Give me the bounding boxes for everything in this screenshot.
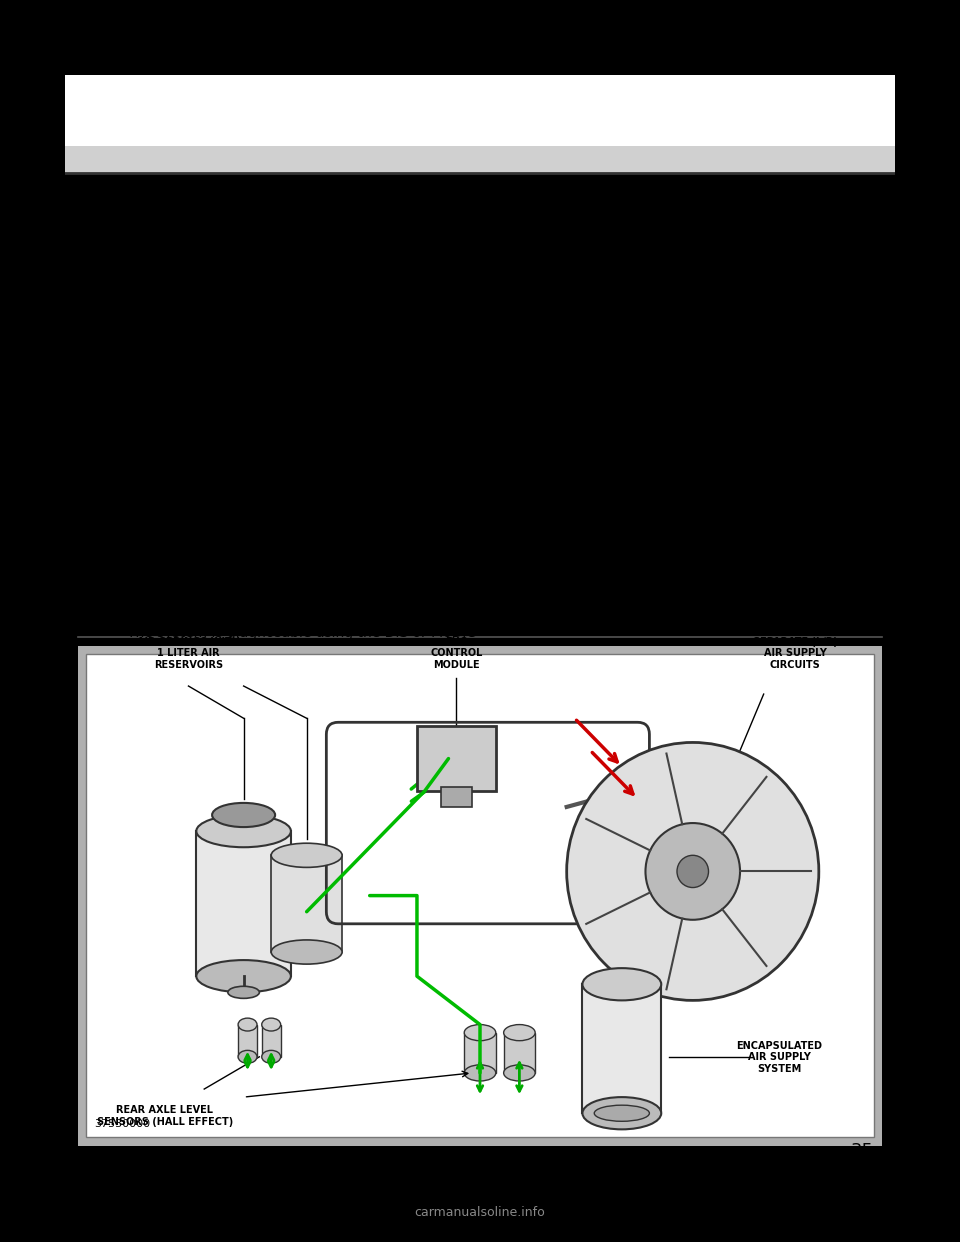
- Text: SEPARATE (L/R)
AIR SUPPLY
CIRCUITS: SEPARATE (L/R) AIR SUPPLY CIRCUITS: [753, 637, 837, 669]
- Ellipse shape: [465, 1025, 495, 1041]
- Text: REAR AXLE LEVEL
SENSORS (HALL EFFECT): REAR AXLE LEVEL SENSORS (HALL EFFECT): [97, 1105, 233, 1126]
- Text: Individual control of the rear wheels is possible: Individual control of the rear wheels is…: [128, 385, 455, 399]
- Text: •: •: [100, 505, 110, 523]
- Circle shape: [566, 743, 819, 1000]
- Text: system offers the following advantages:: system offers the following advantages:: [90, 266, 370, 279]
- Ellipse shape: [271, 843, 342, 867]
- Text: The system is diagnosable using the DIS or MoDiC: The system is diagnosable using the DIS …: [128, 626, 476, 641]
- Ellipse shape: [594, 1105, 649, 1122]
- Text: 37530000: 37530000: [94, 1119, 150, 1129]
- Ellipse shape: [212, 802, 276, 827]
- Bar: [417, 727, 495, 791]
- Bar: [504, 1032, 535, 1073]
- Ellipse shape: [262, 1051, 280, 1063]
- Text: AIR SPRINGS WITH
1 LITER AIR
RESERVOIRS: AIR SPRINGS WITH 1 LITER AIR RESERVOIRS: [137, 637, 240, 669]
- Bar: [583, 984, 661, 1113]
- Text: The air suspension system consists of the following components:: The air suspension system consists of th…: [90, 611, 650, 626]
- Text: Uneven road surfaces are identified and not compensated for: Uneven road surfaces are identified and …: [128, 505, 556, 519]
- Ellipse shape: [262, 1018, 280, 1031]
- Text: •: •: [100, 626, 110, 645]
- Bar: [262, 1025, 280, 1057]
- Text: EHC
CONTROL
MODULE: EHC CONTROL MODULE: [430, 637, 483, 669]
- Bar: [197, 831, 291, 976]
- Bar: [441, 786, 472, 807]
- Text: Overview of EHC Control System: Overview of EHC Control System: [90, 186, 409, 205]
- Text: •: •: [100, 299, 110, 318]
- Ellipse shape: [504, 1064, 535, 1081]
- Circle shape: [645, 823, 740, 920]
- Text: Automatic control is interrupted when cornering: Automatic control is interrupted when co…: [128, 566, 462, 580]
- Text: 35: 35: [851, 1143, 874, 1160]
- Ellipse shape: [465, 1064, 495, 1081]
- Ellipse shape: [504, 1025, 535, 1041]
- Ellipse shape: [238, 1051, 257, 1063]
- FancyBboxPatch shape: [65, 75, 895, 147]
- Bar: [238, 1025, 257, 1057]
- Ellipse shape: [228, 986, 259, 999]
- Text: •: •: [100, 385, 110, 402]
- Text: The control philosophy of EHC is to "Initiate a control sequence only when neces: The control philosophy of EHC is to "Ini…: [90, 242, 720, 257]
- Ellipse shape: [583, 1097, 661, 1129]
- FancyBboxPatch shape: [65, 147, 895, 174]
- FancyBboxPatch shape: [86, 653, 874, 1138]
- Text: The control system operates independently from the vehicle’s engine (no engine d: The control system operates independentl…: [128, 299, 738, 314]
- Bar: [465, 1032, 495, 1073]
- Text: •: •: [100, 445, 110, 463]
- Text: hydraulic pump system as per previous self leveling systems).: hydraulic pump system as per previous se…: [128, 324, 561, 338]
- Ellipse shape: [238, 1018, 257, 1031]
- Text: An uneven load is identified and compensated for: An uneven load is identified and compens…: [128, 445, 474, 460]
- Text: •: •: [100, 566, 110, 584]
- Ellipse shape: [583, 969, 661, 1000]
- Text: carmanualsoline.info: carmanualsoline.info: [415, 1206, 545, 1218]
- Bar: [271, 856, 342, 953]
- Text: ENCAPSULATED
AIR SUPPLY
SYSTEM: ENCAPSULATED AIR SUPPLY SYSTEM: [736, 1041, 823, 1074]
- Ellipse shape: [197, 815, 291, 847]
- FancyBboxPatch shape: [78, 646, 882, 1146]
- Ellipse shape: [271, 940, 342, 964]
- Circle shape: [677, 856, 708, 888]
- Ellipse shape: [197, 960, 291, 992]
